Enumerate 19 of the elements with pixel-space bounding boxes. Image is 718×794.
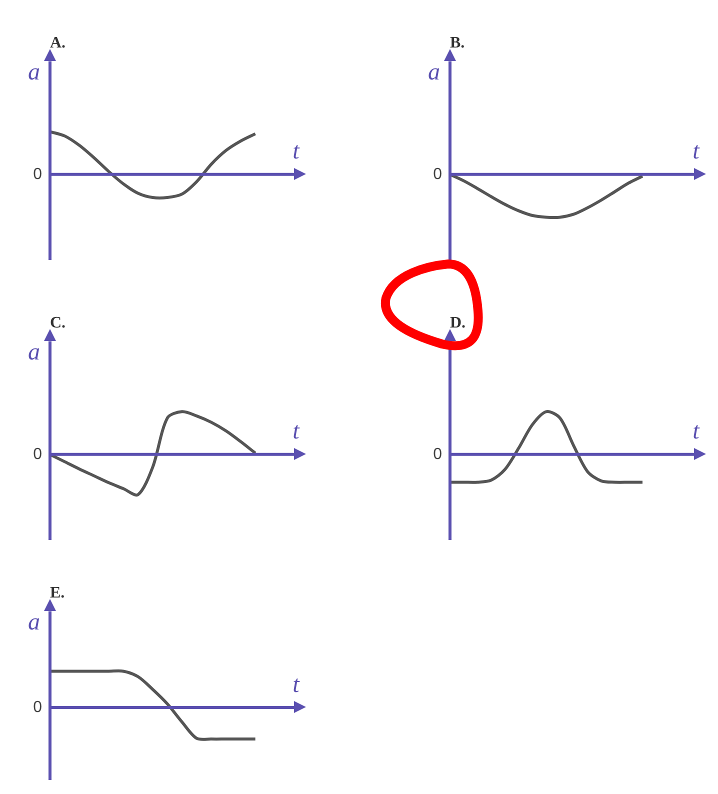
y-axis-title: a <box>28 610 40 636</box>
chart-title: D. <box>450 314 466 332</box>
text: 0 <box>33 698 42 716</box>
chart-title: B. <box>450 34 465 52</box>
x-axis-title: t <box>292 672 301 698</box>
y-axis-title: a <box>28 60 40 86</box>
text: 0 <box>33 446 42 463</box>
y-axis-title: a <box>428 60 440 86</box>
chart-title: E. <box>50 584 65 602</box>
x-axis-title: t <box>292 418 301 445</box>
x-axis-title: t <box>692 138 701 165</box>
text: 0 <box>33 166 42 183</box>
chart-title: A. <box>50 34 66 52</box>
x-axis-title: t <box>292 138 301 165</box>
text: 0 <box>433 166 442 183</box>
x-axis-title: t <box>692 418 701 445</box>
text: 0 <box>433 446 442 463</box>
y-axis-title: a <box>28 340 40 366</box>
chart-title: C. <box>50 314 66 332</box>
